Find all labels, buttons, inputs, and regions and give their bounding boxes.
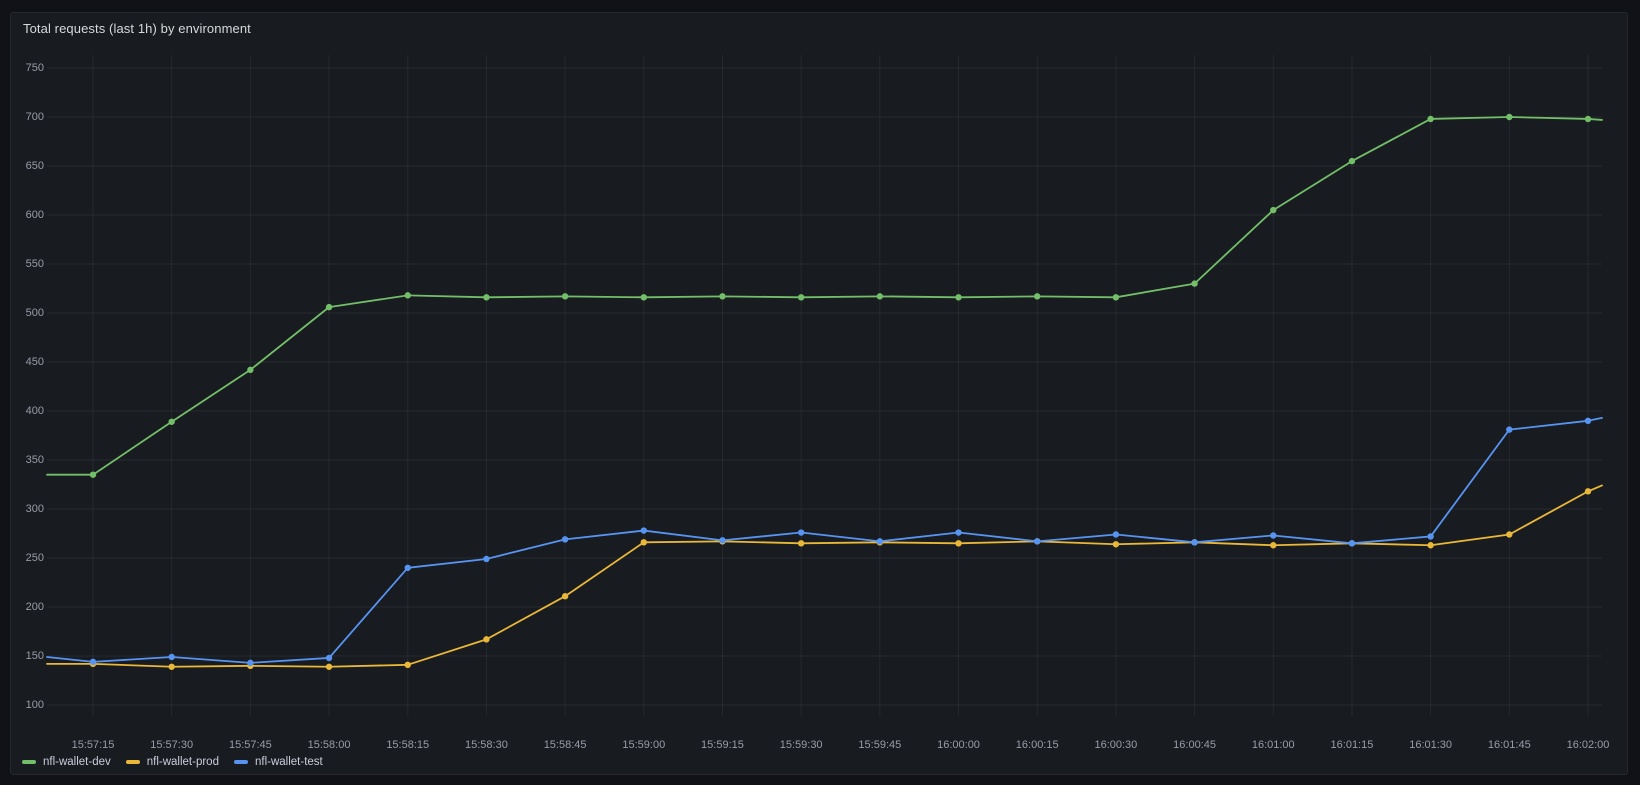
legend-label: nfl-wallet-test xyxy=(254,756,323,768)
svg-text:15:59:00: 15:59:00 xyxy=(622,739,665,751)
legend-item-nfl-wallet-test[interactable]: nfl-wallet-test xyxy=(233,756,323,768)
svg-text:15:57:30: 15:57:30 xyxy=(150,739,193,751)
svg-text:15:59:45: 15:59:45 xyxy=(858,739,901,751)
svg-text:400: 400 xyxy=(26,405,44,417)
svg-text:300: 300 xyxy=(26,503,44,515)
svg-text:650: 650 xyxy=(26,160,44,172)
svg-text:700: 700 xyxy=(26,111,44,123)
panel-title[interactable]: Total requests (last 1h) by environment xyxy=(23,21,251,36)
legend-label: nfl-wallet-dev xyxy=(43,756,111,768)
svg-text:15:59:15: 15:59:15 xyxy=(701,739,744,751)
svg-text:350: 350 xyxy=(26,454,44,466)
svg-text:15:58:30: 15:58:30 xyxy=(465,739,508,751)
svg-text:16:01:00: 16:01:00 xyxy=(1252,739,1295,751)
svg-text:100: 100 xyxy=(26,699,44,711)
legend-swatch-icon xyxy=(22,760,36,764)
svg-text:16:00:45: 16:00:45 xyxy=(1173,739,1216,751)
grafana-panel: Total requests (last 1h) by environment xyxy=(10,12,1628,775)
svg-text:500: 500 xyxy=(26,307,44,319)
legend-swatch-icon xyxy=(233,760,248,764)
legend: nfl-wallet-dev nfl-wallet-prod nfl-walle… xyxy=(22,756,323,768)
svg-text:15:57:45: 15:57:45 xyxy=(229,739,272,751)
svg-text:15:57:15: 15:57:15 xyxy=(72,739,115,751)
legend-swatch-icon xyxy=(125,760,140,764)
svg-text:150: 150 xyxy=(26,650,44,662)
svg-text:16:00:30: 16:00:30 xyxy=(1094,739,1137,751)
svg-text:16:01:15: 16:01:15 xyxy=(1331,739,1374,751)
svg-text:15:58:45: 15:58:45 xyxy=(544,739,587,751)
svg-text:15:58:15: 15:58:15 xyxy=(386,739,429,751)
svg-text:16:00:15: 16:00:15 xyxy=(1016,739,1059,751)
svg-text:750: 750 xyxy=(26,62,44,74)
svg-text:15:58:00: 15:58:00 xyxy=(308,739,351,751)
svg-text:600: 600 xyxy=(26,209,44,221)
svg-text:16:01:45: 16:01:45 xyxy=(1488,739,1531,751)
svg-text:450: 450 xyxy=(26,356,44,368)
svg-text:550: 550 xyxy=(26,258,44,270)
svg-text:16:00:00: 16:00:00 xyxy=(937,739,980,751)
legend-item-nfl-wallet-prod[interactable]: nfl-wallet-prod xyxy=(125,756,219,768)
legend-label: nfl-wallet-prod xyxy=(146,756,219,768)
svg-text:16:01:30: 16:01:30 xyxy=(1409,739,1452,751)
svg-text:250: 250 xyxy=(26,552,44,564)
legend-item-nfl-wallet-dev[interactable]: nfl-wallet-dev xyxy=(22,756,111,768)
svg-text:15:59:30: 15:59:30 xyxy=(780,739,823,751)
svg-text:16:02:00: 16:02:00 xyxy=(1567,739,1610,751)
svg-text:200: 200 xyxy=(26,601,44,613)
